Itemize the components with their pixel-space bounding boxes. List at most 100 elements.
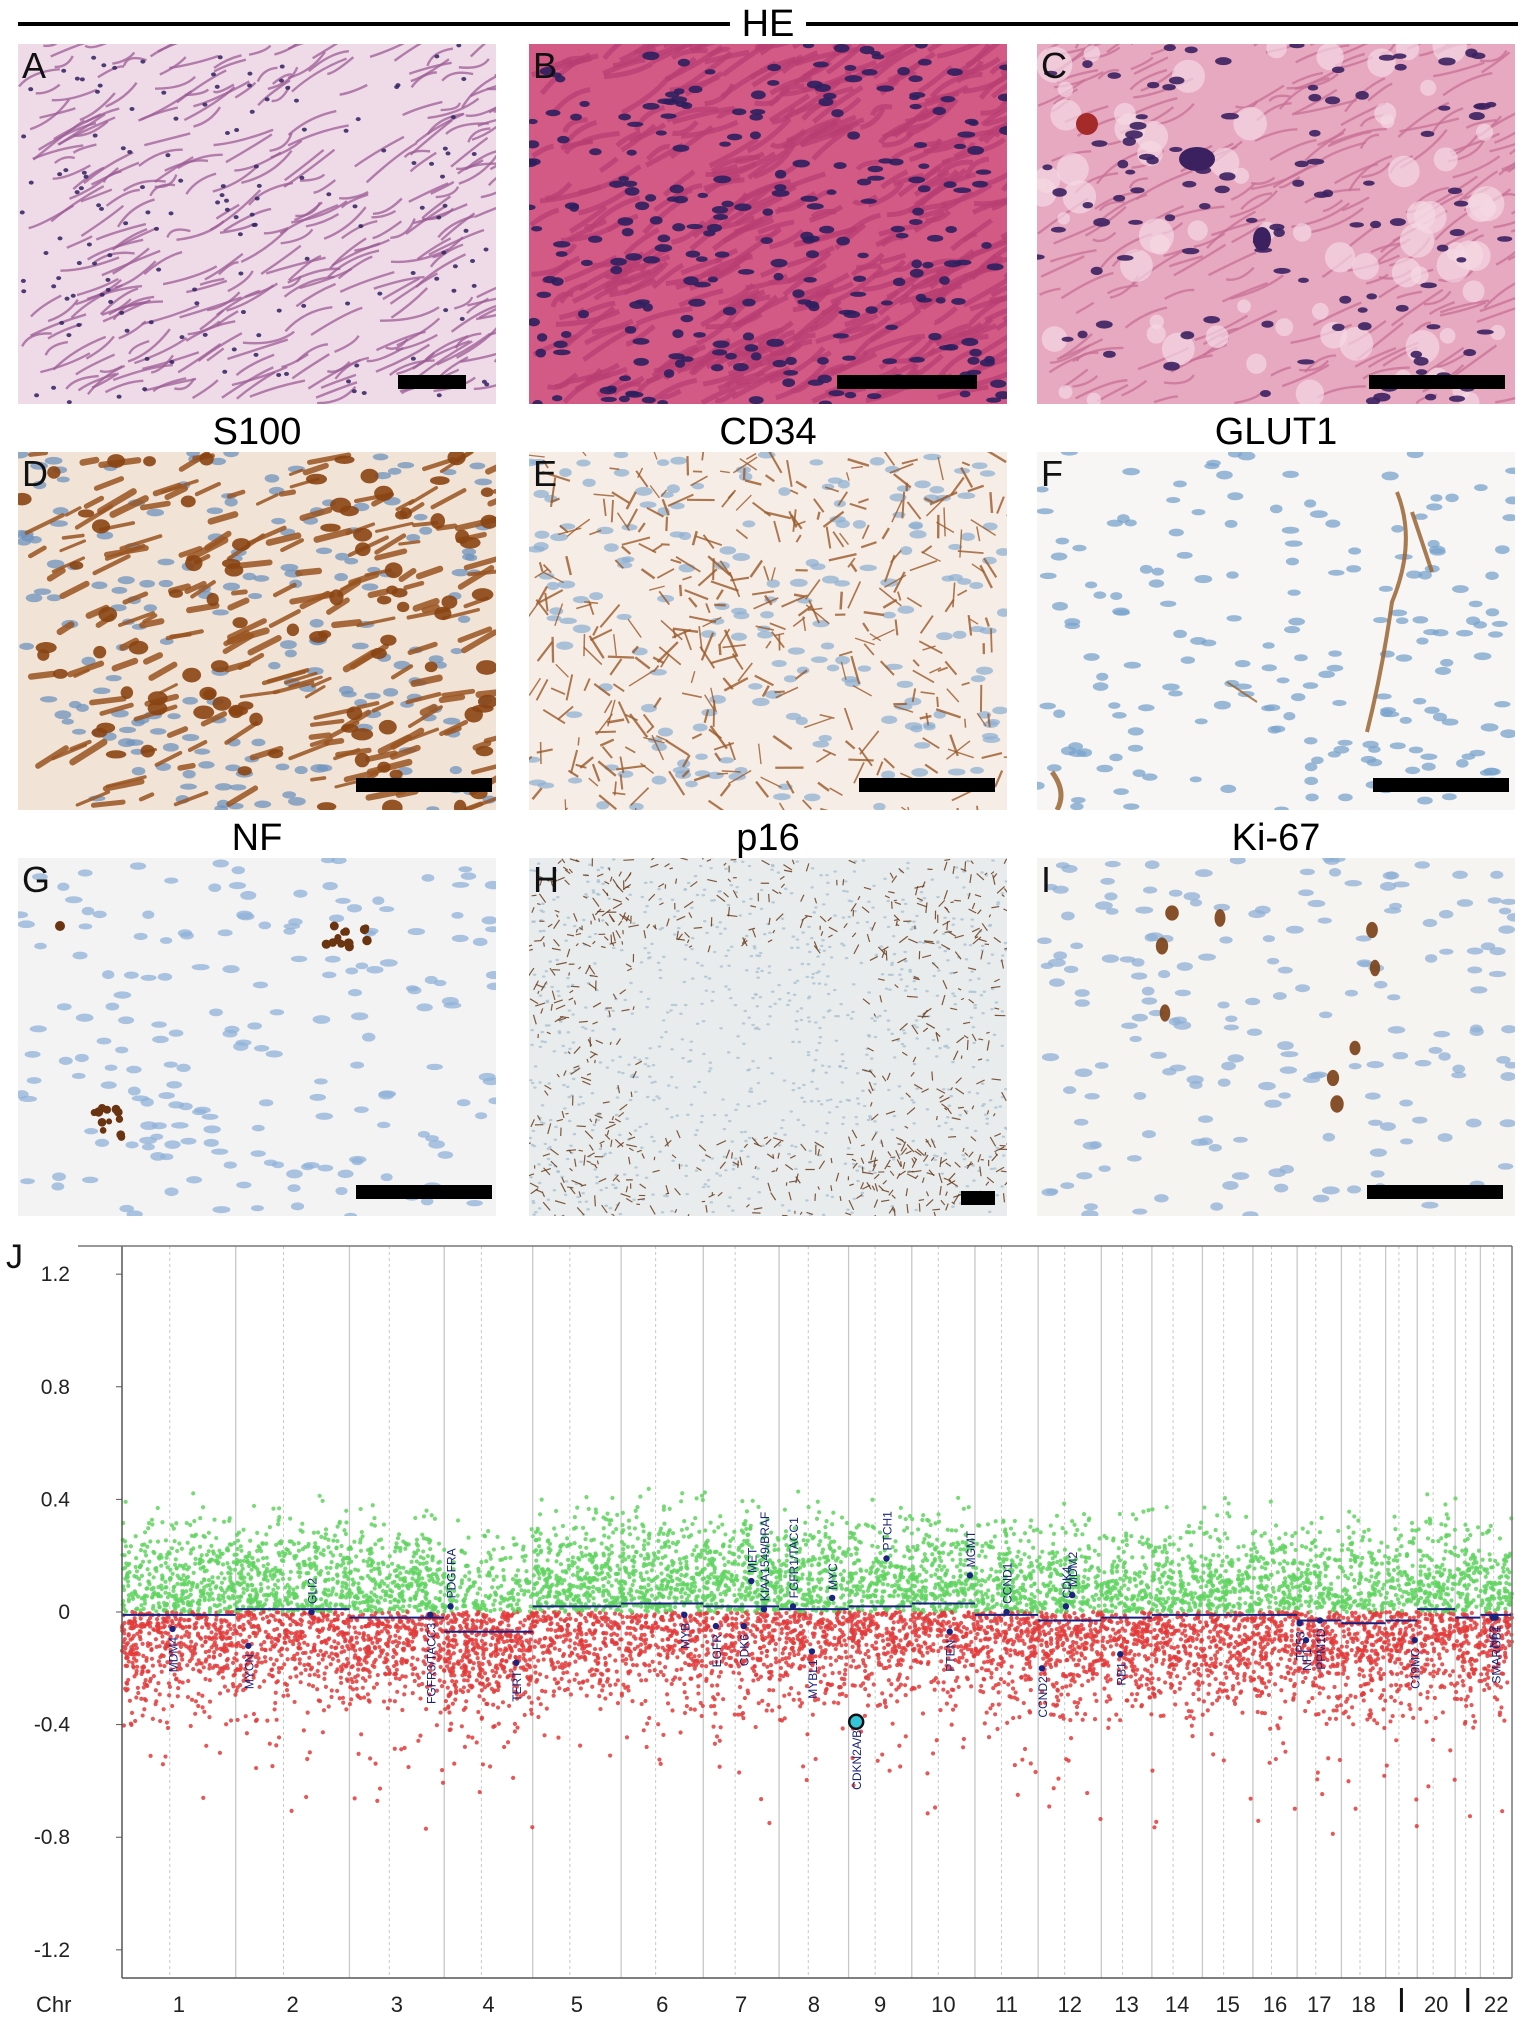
gene-label: MDM2 bbox=[1066, 1551, 1080, 1587]
panel-letter: C bbox=[1041, 45, 1067, 86]
histology-panel-a: A bbox=[18, 44, 496, 404]
he-header-rule-right bbox=[806, 22, 1518, 26]
chromosome-label: 15 bbox=[1215, 1992, 1239, 2017]
gene-label: NF1 bbox=[1300, 1648, 1314, 1671]
scale-bar bbox=[1373, 778, 1509, 792]
chromosome-label: 2 bbox=[286, 1992, 298, 2017]
y-tick-label: 1.2 bbox=[41, 1263, 70, 1286]
gene-label: PTEN bbox=[944, 1640, 958, 1672]
y-tick-label: 0.4 bbox=[41, 1488, 71, 1511]
gene-label: MYCN bbox=[242, 1654, 256, 1689]
gene-marker bbox=[1062, 1603, 1070, 1610]
stain-label-p16: p16 bbox=[736, 817, 800, 859]
gene-annotations: MDM4 MYCN GLI2 FGFR3/TACC3 PDGFRA TERT MYB EGFR… bbox=[167, 1511, 1504, 1790]
gene-label: MGMT bbox=[964, 1530, 978, 1567]
gene-marker bbox=[789, 1603, 797, 1610]
stain-label-cd34: CD34 bbox=[719, 411, 817, 453]
gene-marker bbox=[946, 1628, 953, 1635]
gene-label: MET bbox=[745, 1547, 759, 1573]
chromosome-label: 3 bbox=[391, 1992, 403, 2017]
log-ratio-points bbox=[119, 1486, 1514, 1836]
gene-marker bbox=[740, 1622, 747, 1630]
gene-marker bbox=[1411, 1636, 1418, 1644]
panel-letter: F bbox=[1041, 453, 1063, 494]
stain-label-glut1: GLUT1 bbox=[1214, 411, 1338, 453]
chromosome-label: 22 bbox=[1484, 1992, 1508, 2017]
copy-number-plot: J MDM4 MYCN GLI2 FGFR3/TACC3 PDGFRA TERT MYB EG… bbox=[6, 1238, 1514, 2026]
tissue-image bbox=[1037, 858, 1515, 1216]
chromosome-label: 6 bbox=[656, 1992, 668, 2017]
chromosome-label: 14 bbox=[1165, 1992, 1189, 2017]
chromosome-label: 19 bbox=[1389, 2022, 1413, 2026]
gene-marker bbox=[808, 1648, 816, 1655]
panel-letter: E bbox=[533, 453, 558, 494]
scale-bar bbox=[356, 778, 492, 792]
gene-marker bbox=[1296, 1620, 1303, 1627]
chromosome-label: 21 bbox=[1456, 2022, 1480, 2026]
gene-label: TP53 bbox=[1294, 1631, 1308, 1660]
he-header-label: HE bbox=[741, 3, 795, 45]
gene-label: CDK6 bbox=[738, 1634, 752, 1666]
gene-marker bbox=[308, 1608, 315, 1616]
gene-label: CCND1 bbox=[1001, 1562, 1015, 1604]
gene-label: PTCH1 bbox=[881, 1511, 895, 1551]
gene-label: PPM1D bbox=[1314, 1628, 1328, 1670]
panel-letter: A bbox=[22, 45, 47, 86]
histology-panel-g: G bbox=[18, 858, 496, 1216]
chromosome-label: 18 bbox=[1351, 1992, 1375, 2017]
gene-marker bbox=[760, 1605, 768, 1613]
chromosome-label: 16 bbox=[1263, 1992, 1287, 2017]
gene-marker bbox=[748, 1577, 755, 1585]
histology-panel-b: B bbox=[529, 44, 1007, 404]
chromosome-label: 1 bbox=[173, 1992, 185, 2017]
gene-label: MYC bbox=[826, 1563, 840, 1590]
histology-panel-f: F bbox=[1037, 452, 1515, 810]
gene-marker bbox=[712, 1622, 720, 1630]
scale-bar bbox=[356, 1185, 492, 1199]
gene-marker bbox=[1069, 1591, 1076, 1599]
gene-label: MYB bbox=[678, 1623, 692, 1649]
panel-letter-j: J bbox=[6, 1238, 23, 1276]
segment-lines bbox=[122, 1602, 1512, 1633]
y-axis: 1.2 0.8 0.4 0 -0.4 -0.8 -1.2 bbox=[34, 1246, 123, 1978]
gene-marker bbox=[245, 1642, 252, 1649]
stain-label-s100: S100 bbox=[212, 411, 302, 453]
gene-marker bbox=[966, 1572, 974, 1579]
gene-label: C19MC bbox=[1409, 1648, 1423, 1689]
x-axis: Chr12345678910111213141516171819202122 bbox=[36, 1977, 1512, 2026]
gene-marker bbox=[513, 1659, 520, 1666]
y-tick-label: -0.8 bbox=[34, 1826, 70, 1849]
y-tick-label: -0.4 bbox=[34, 1714, 71, 1737]
tissue-image bbox=[529, 44, 1007, 404]
gene-marker bbox=[828, 1594, 836, 1602]
y-tick-label: 0.8 bbox=[41, 1376, 70, 1399]
gene-marker bbox=[1038, 1665, 1046, 1672]
chromosome-label: 10 bbox=[931, 1992, 955, 2017]
chromosome-label: 17 bbox=[1307, 1992, 1331, 2017]
scale-bar bbox=[1369, 375, 1505, 389]
scale-bar bbox=[961, 1191, 995, 1205]
scale-bar bbox=[837, 375, 977, 389]
gene-label: CCND2 bbox=[1036, 1676, 1050, 1718]
gene-marker bbox=[427, 1611, 434, 1619]
gene-label: TERT bbox=[510, 1670, 524, 1702]
scale-bar bbox=[1367, 1185, 1503, 1199]
gene-marker bbox=[1316, 1617, 1324, 1624]
tissue-image bbox=[529, 452, 1007, 810]
gene-label: FGFR3/TACC3 bbox=[424, 1622, 438, 1703]
gene-label: MDM4 bbox=[167, 1637, 181, 1673]
gene-marker bbox=[681, 1611, 688, 1619]
chromosome-label: 13 bbox=[1114, 1992, 1138, 2017]
gene-marker bbox=[169, 1625, 176, 1633]
gene-label: GLI2 bbox=[306, 1578, 320, 1604]
tissue-image bbox=[1037, 44, 1515, 404]
tissue-image bbox=[18, 858, 496, 1216]
gene-marker bbox=[447, 1603, 454, 1610]
gene-label: FGFR1/TACC1 bbox=[787, 1517, 801, 1598]
x-axis-label: Chr bbox=[36, 1992, 71, 2017]
chromosome-label: 9 bbox=[874, 1992, 886, 2017]
histology-panel-i: I bbox=[1037, 858, 1515, 1216]
chromosome-label: 7 bbox=[735, 1992, 747, 2017]
histology-panel-c: C bbox=[1037, 44, 1515, 404]
panel-letter: B bbox=[533, 45, 558, 86]
